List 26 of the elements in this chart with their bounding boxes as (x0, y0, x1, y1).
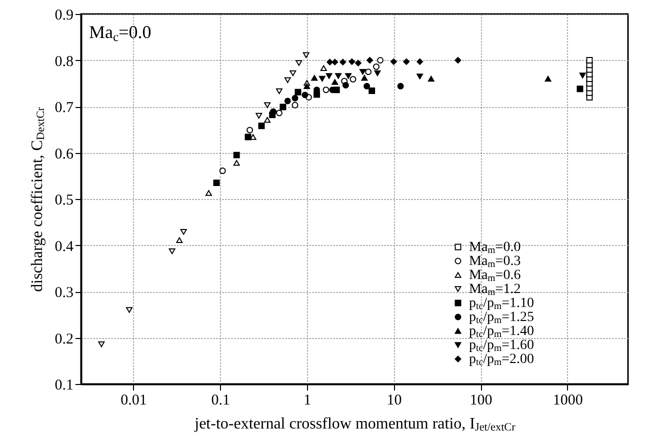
legend-label: Ma$_{m}$=0.0 (469, 240, 521, 256)
y-tick-label: 0.8 (54, 54, 74, 70)
y-tick-label: 0.2 (54, 331, 74, 348)
x-tick-label: 0.1 (211, 392, 230, 408)
x-tick-label: 100 (470, 392, 492, 408)
y-tick-label: 0.9 (54, 8, 74, 24)
x-tick-label: 1000 (552, 392, 583, 408)
legend-label: p$_{tc}$/p$_{m}$=1.25 (469, 310, 534, 326)
x-tick-label: 0.01 (120, 392, 147, 408)
legend-label: p$_{tc}$/p$_{m}$=1.60 (469, 338, 534, 354)
legend-label: Ma$_{m}$=0.3 (469, 254, 521, 270)
y-tick-label: 0.7 (54, 100, 74, 116)
x-tick-label: 1 (304, 392, 312, 408)
y-tick-label: 0.1 (54, 378, 74, 394)
legend-label: p$_{tc}$/p$_{m}$=1.40 (469, 324, 534, 340)
y-tick-label: 0.4 (54, 238, 74, 255)
x-axis-title: jet-to-external crossflow momentum ratio, I$_{Jet/extCr}$ (194, 416, 516, 434)
annotation: Ma$_{c}$=0.0 (89, 22, 152, 44)
legend-label: Ma$_{m}$=0.6 (469, 268, 521, 284)
y-tick-label: 0.6 (54, 146, 74, 162)
y-tick-label: 0.5 (54, 192, 74, 208)
legend-label: Ma$_{m}$=1.2 (469, 282, 521, 298)
legend-label: p$_{tc}$/p$_{m}$=1.10 (469, 296, 534, 312)
y-tick-label: 0.3 (54, 285, 74, 301)
legend-label: p$_{tc}$/p$_{m}$=2.00 (469, 352, 534, 368)
x-tick-label: 10 (386, 392, 402, 408)
